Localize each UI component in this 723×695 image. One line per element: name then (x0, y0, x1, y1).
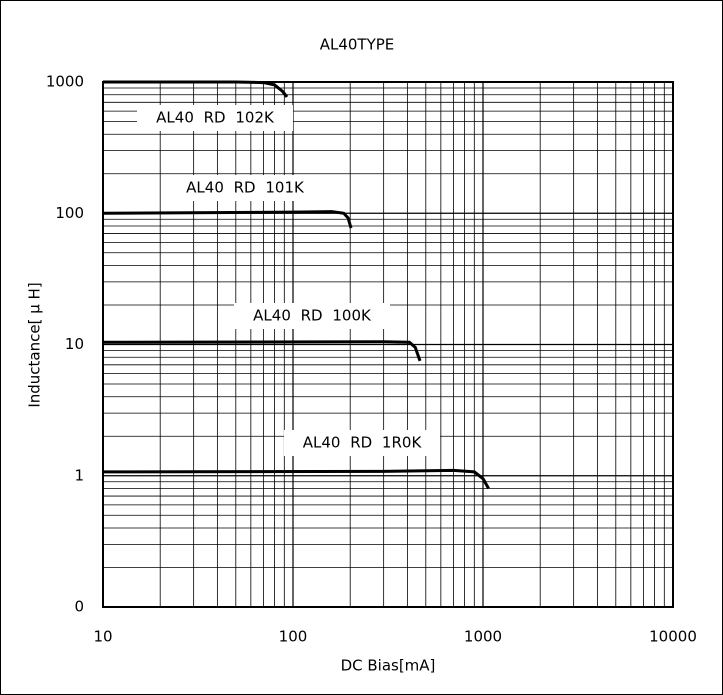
series-label: AL40 RD 100K (253, 307, 372, 325)
series-line (102, 340, 422, 362)
x-axis-label: DC Bias[mA] (341, 657, 436, 675)
y-tick-label: 1 (74, 466, 84, 484)
x-tick-label: 10000 (649, 628, 697, 646)
series-label: AL40 RD 101K (186, 179, 305, 197)
series-label: AL40 RD 102K (156, 109, 275, 127)
y-tick-label: 100 (55, 204, 84, 222)
series-line (102, 210, 353, 229)
y-tick-label: 10 (65, 335, 84, 353)
series-label-box (284, 430, 440, 456)
x-tick-label: 1000 (464, 628, 502, 646)
y-tick-label: 0 (74, 598, 84, 616)
series-label-box (234, 303, 390, 329)
series-line (103, 80, 289, 98)
x-tick-label: 100 (279, 628, 308, 646)
y-tick-label: 1000 (46, 73, 84, 91)
series-label: AL40 RD 1R0K (303, 434, 423, 452)
series-label-box (167, 175, 323, 201)
plot-border (102, 81, 674, 608)
series-line (102, 468, 490, 490)
y-axis-label: Inductance[ μ H] (26, 282, 44, 407)
series-label-box (137, 105, 293, 131)
chart-title: AL40TYPE (320, 36, 395, 54)
x-tick-label: 10 (93, 628, 112, 646)
